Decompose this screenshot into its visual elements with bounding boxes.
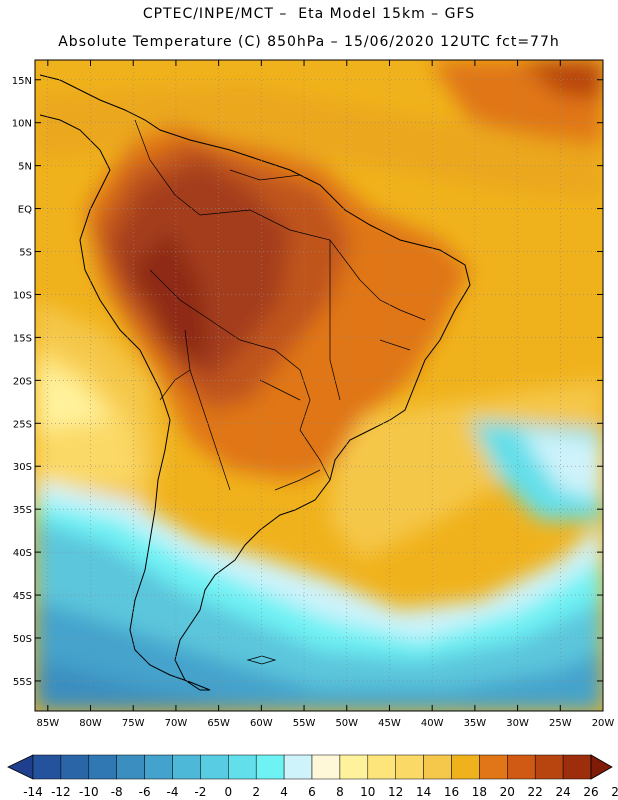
lat-label: 45S	[13, 591, 32, 602]
lon-label: 70W	[165, 718, 188, 729]
colorbar-label: 14	[416, 785, 431, 799]
colorbar-swatch	[311, 754, 341, 780]
colorbar-label: 8	[336, 785, 344, 799]
colorbar-swatch	[451, 754, 480, 780]
colorbar-labels: -14 -12 -10 -8 -6 -4 -2 0 2 4 6 8 10 12 14 16 18 20 22 24 26…	[23, 785, 618, 799]
lat-label: 5S	[19, 248, 32, 259]
lat-label: 40S	[13, 548, 32, 559]
lat-label: 10N	[12, 119, 32, 130]
colorbar-label: 22	[528, 785, 543, 799]
lat-label: 5N	[18, 162, 32, 173]
temperature-field	[35, 60, 603, 711]
colorbar-label: 6	[308, 785, 316, 799]
colorbar-swatch	[395, 754, 424, 780]
lon-label: 85W	[36, 718, 59, 729]
colorbar-swatch	[200, 754, 229, 780]
lat-label: 25S	[13, 419, 32, 430]
title-line-1: CPTEC/INPE/MCT – Eta Model 15km – GFS	[142, 6, 476, 22]
lat-label: 30S	[13, 462, 32, 473]
colorbar-swatch	[228, 754, 257, 780]
colorbar-label: 2	[252, 785, 260, 799]
title-line-2: Absolute Temperature (C) 850hPa – 15/06/…	[58, 34, 560, 50]
colorbar-label: 26	[583, 785, 598, 799]
colorbar-label: 12	[388, 785, 403, 799]
colorbar-arrow-high	[590, 754, 613, 780]
lat-label: 15N	[12, 76, 32, 87]
lat-label: 15S	[13, 333, 32, 344]
axis-ticks	[35, 60, 604, 711]
colorbar-label: 20	[500, 785, 515, 799]
colorbar-label: -6	[139, 785, 151, 799]
colorbar-label: 24	[555, 785, 570, 799]
lon-label: 60W	[250, 718, 273, 729]
lat-label: 50S	[13, 634, 32, 645]
colorbar-swatch	[507, 754, 536, 780]
lat-label: 35S	[13, 505, 32, 516]
lat-label: EQ	[18, 205, 32, 216]
colorbar-swatch	[255, 754, 285, 780]
colorbar-swatch	[172, 754, 201, 780]
colorbar-label: -4	[167, 785, 179, 799]
colorbar-swatch	[423, 754, 452, 780]
lon-label: 80W	[79, 718, 102, 729]
colorbar-swatch	[88, 754, 117, 780]
colorbar-swatch	[60, 754, 90, 780]
lon-label: 75W	[122, 718, 145, 729]
colorbar-swatch	[479, 754, 508, 780]
lon-label: 45W	[378, 718, 401, 729]
colorbar-swatch	[283, 754, 313, 780]
colorbar-swatch	[562, 754, 592, 780]
latitude-labels: 15N 10N 5N EQ 5S 10S 15S 20S 25S 30S 35S 40S 45S 50S 5…	[12, 76, 32, 688]
lon-label: 50W	[335, 718, 358, 729]
colorbar-swatch	[116, 754, 145, 780]
colorbar-label: -10	[79, 785, 99, 799]
colorbar-swatch	[534, 754, 564, 780]
colorbar-label: 10	[360, 785, 375, 799]
colorbar-label: -14	[23, 785, 43, 799]
falklands-outline	[246, 655, 277, 665]
lat-label: 10S	[13, 290, 32, 301]
south-america-coastline	[39, 74, 471, 691]
lon-label: 65W	[207, 718, 230, 729]
colorbar-label: 18	[472, 785, 487, 799]
lon-label: 20W	[592, 718, 615, 729]
colorbar-label: 16	[444, 785, 459, 799]
colorbar-label: -8	[111, 785, 123, 799]
colorbar-label: -2	[194, 785, 206, 799]
lon-label: 30W	[506, 718, 529, 729]
colorbar-swatch	[339, 754, 369, 780]
colorbar-label: -12	[51, 785, 71, 799]
colorbar-label: 28	[611, 785, 618, 799]
country-borders	[134, 119, 426, 491]
lon-label: 35W	[464, 718, 487, 729]
colorbar-swatch	[367, 754, 396, 780]
colorbar	[7, 754, 613, 780]
map-frame	[34, 59, 604, 712]
lat-label: 55S	[13, 677, 32, 688]
lon-label: 25W	[549, 718, 572, 729]
colorbar-label: 4	[280, 785, 288, 799]
lat-label: 20S	[13, 376, 32, 387]
lon-label: 55W	[293, 718, 316, 729]
colorbar-swatch	[144, 754, 173, 780]
colorbar-arrow-low	[7, 754, 34, 780]
colorbar-swatch	[32, 754, 62, 780]
colorbar-label: 0	[224, 785, 232, 799]
longitude-labels: 85W 80W 75W 70W 65W 60W 55W 50W 45W 40W 35W 30W 25W 2…	[36, 718, 614, 729]
lon-label: 40W	[421, 718, 444, 729]
map-gridlines	[35, 60, 603, 711]
